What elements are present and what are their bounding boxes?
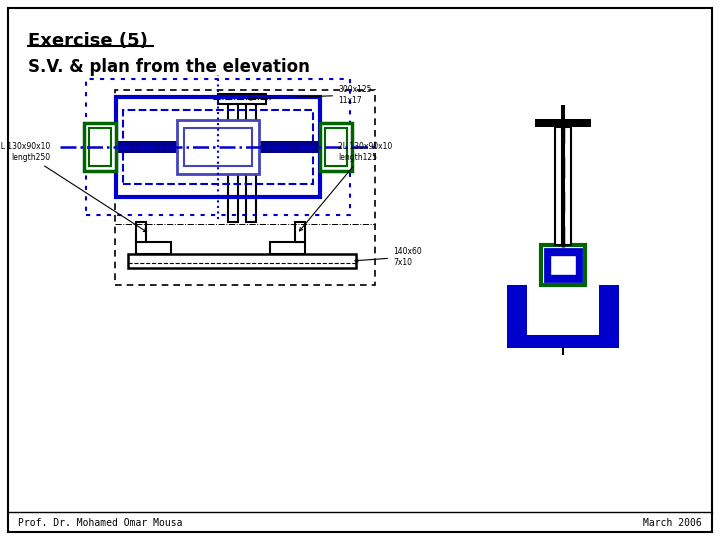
Bar <box>228 104 238 222</box>
Bar <box>218 94 266 104</box>
Text: Exercise (5): Exercise (5) <box>28 32 148 50</box>
Bar <box>184 128 252 166</box>
Bar <box>136 222 146 242</box>
Bar <box>545 249 581 281</box>
Bar <box>550 255 576 275</box>
Bar <box>541 245 585 285</box>
Bar <box>177 120 259 174</box>
Bar <box>295 222 305 242</box>
Text: 300x125
11x17: 300x125 11x17 <box>248 85 372 105</box>
Bar <box>320 123 352 171</box>
Bar <box>89 128 111 166</box>
Bar <box>114 141 322 153</box>
Text: Prof. Dr. Mohamed Omar Mousa: Prof. Dr. Mohamed Omar Mousa <box>18 518 182 528</box>
Bar <box>84 123 116 171</box>
Bar <box>116 97 320 197</box>
Bar <box>115 90 375 285</box>
Bar <box>507 285 527 335</box>
Text: S.V. & plan from the elevation: S.V. & plan from the elevation <box>28 58 310 76</box>
Bar <box>599 285 619 335</box>
Text: 2L 130x90x10
length250: 2L 130x90x10 length250 <box>0 143 147 232</box>
Bar <box>555 127 562 245</box>
Bar <box>136 242 171 254</box>
Text: 2L 130x90x10
length125: 2L 130x90x10 length125 <box>300 143 392 231</box>
Bar <box>535 119 591 127</box>
Text: 140x60
7x10: 140x60 7x10 <box>355 247 422 267</box>
Bar <box>86 79 350 215</box>
Bar <box>561 105 565 119</box>
Bar <box>564 127 571 245</box>
Text: March 2006: March 2006 <box>643 518 702 528</box>
Bar <box>128 254 356 268</box>
Bar <box>246 104 256 222</box>
Bar <box>270 242 305 254</box>
Bar <box>507 335 619 348</box>
Bar <box>325 128 347 166</box>
Bar <box>123 110 313 184</box>
